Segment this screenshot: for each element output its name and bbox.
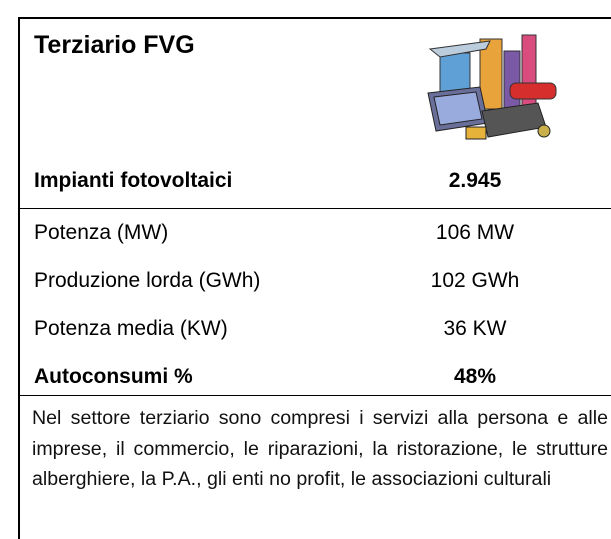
row-value: 36 KW	[375, 317, 575, 341]
page: Terziario FVG Impianti fotovoltaici 2.945…	[0, 0, 611, 525]
row-value: 48%	[375, 365, 575, 389]
info-card: Terziario FVG Impianti fotovoltaici 2.945…	[18, 17, 611, 539]
row-label: Potenza (MW)	[34, 221, 168, 245]
row-value: 2.945	[375, 169, 575, 193]
divider	[20, 395, 611, 396]
row-label: Potenza media (KW)	[34, 317, 228, 341]
divider	[20, 208, 611, 209]
row-label: Autoconsumi %	[34, 365, 193, 389]
card-title: Terziario FVG	[34, 31, 195, 60]
row-value: 102 GWh	[375, 269, 575, 293]
row-label: Impianti fotovoltaici	[34, 169, 232, 193]
clipart-icon	[420, 31, 560, 151]
note-text: Nel settore terziario sono compresi i se…	[32, 403, 608, 495]
row-label: Produzione lorda (GWh)	[34, 269, 260, 293]
row-value: 106 MW	[375, 221, 575, 245]
